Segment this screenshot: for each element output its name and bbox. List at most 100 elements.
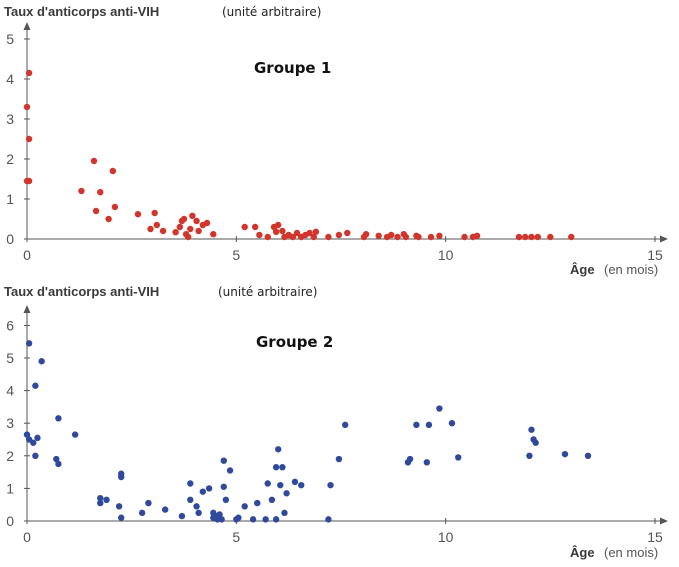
chart-1-data-point (147, 225, 154, 233)
chart-2-y-tick-label: 2 (6, 448, 14, 464)
chart-1-y-tick-label: 5 (6, 31, 14, 47)
chart-2-data-point (195, 509, 202, 517)
chart-1-x-tick-label: 15 (647, 247, 663, 263)
chart-2-x-tick-label: 5 (232, 529, 240, 545)
chart-2-data-point (103, 496, 110, 504)
chart-2-data-point (325, 516, 332, 523)
chart-2-data-point (55, 460, 62, 468)
chart-1-data-point (272, 228, 280, 235)
chart-2-data-point (291, 478, 299, 486)
chart-2-data-point (23, 431, 31, 438)
chart-1-data-point (402, 233, 410, 241)
chart-1-x-axis-arrow (660, 235, 668, 243)
chart-1-data-point (25, 177, 33, 185)
chart-2-y-tick-label: 3 (6, 415, 14, 431)
chart-1-data-point (522, 233, 529, 241)
chart-2-data-point (38, 358, 45, 365)
chart-2-data-point (115, 503, 123, 510)
chart-2-xlabel: Âge (570, 545, 595, 560)
chart-1-y-tick-label: 1 (6, 191, 14, 207)
chart-2-data-point (262, 516, 269, 523)
chart-2-data-point (118, 514, 125, 521)
chart-1-x-tick-label: 5 (232, 247, 240, 263)
chart-2-data-point (199, 488, 207, 495)
chart-2-data-point (187, 480, 194, 487)
chart-1-data-point (153, 221, 160, 229)
chart-2-y-tick-label: 4 (6, 383, 14, 399)
chart-2-data-point (220, 457, 227, 464)
chart-2-data-point (97, 494, 104, 502)
chart-1-data-point (92, 207, 100, 215)
chart-1-data-point (25, 135, 33, 143)
chart-2-data-point (448, 420, 456, 427)
chart-2-y-tick-label: 5 (6, 350, 14, 366)
chart-1-data-point (515, 233, 523, 241)
chart-1-data-point (275, 221, 282, 229)
chart-1-data-point (461, 233, 468, 241)
chart-2-data-point (161, 506, 169, 513)
chart-1-data-point (547, 233, 554, 241)
chart-2-data-point (277, 481, 284, 489)
chart-2-data-point (264, 480, 271, 487)
chart-2-data-point (584, 452, 592, 459)
chart-1-title: Groupe 1 (254, 59, 331, 77)
chart-2-data-point (145, 499, 152, 507)
chart-2-data-point (532, 439, 539, 446)
chart-2-data-point (526, 452, 533, 459)
chart-2-data-point (71, 431, 79, 438)
chart-2-xlabel-unit: (en mois) (604, 545, 658, 560)
chart-2-data-point (187, 496, 194, 504)
chart-1-data-point (528, 233, 535, 241)
chart-1-data-point (241, 223, 248, 231)
chart-1-data-point (344, 229, 351, 237)
chart-1-data-point (325, 233, 332, 241)
chart-2-data-point (561, 450, 569, 458)
chart-1-y-tick-label: 4 (6, 71, 14, 87)
chart-1-y-axis-arrow (23, 22, 31, 30)
chart-1-data-point (151, 209, 158, 217)
chart-2-x-tick-label: 15 (647, 529, 663, 545)
chart-2-data-point (254, 499, 261, 507)
chart-2-data-point (528, 426, 535, 433)
chart-1-x-tick-label: 0 (23, 247, 31, 263)
chart-2-data-point (272, 464, 280, 471)
chart-2-data-point (235, 514, 242, 521)
chart-1-y-tick-label: 0 (6, 231, 14, 247)
chart-1-data-point (306, 229, 313, 237)
chart-1-data-point (193, 217, 200, 225)
chart-2-data-point (406, 455, 414, 463)
chart-1-y-tick-label: 2 (6, 151, 14, 167)
chart-2-data-point (226, 467, 234, 474)
chart-1-data-point (264, 233, 271, 241)
chart-1-data-point (375, 232, 382, 239)
chart-1-data-point (172, 229, 179, 236)
chart-1-data-point (180, 215, 188, 223)
chart-2-data-point (425, 421, 433, 429)
chart-2-ylabel: Taux d'anticorps anti-VIH (4, 284, 159, 299)
chart-1-data-point (534, 233, 541, 241)
chart-2-x-axis-arrow (660, 517, 668, 525)
chart-2-data-point (25, 340, 33, 347)
chart-2-data-point (220, 483, 227, 490)
chart-2-data-point (138, 509, 146, 517)
chart-2-data-point (423, 459, 431, 466)
chart-2-data-point (30, 439, 37, 446)
chart-1-xlabel-unit: (en mois) (604, 262, 658, 277)
chart-1-data-point (293, 229, 301, 237)
chart-1-data-point (279, 227, 286, 235)
chart-2-data-point (436, 405, 443, 412)
chart-1-data-point (335, 231, 343, 239)
chart-2-data-point (298, 481, 305, 489)
chart-1-data-point (256, 231, 263, 239)
chart-2: Taux d'anticorps anti-VIH (unité arbitra… (4, 284, 668, 560)
chart-1-data-point (176, 223, 184, 231)
chart-2-ylabel-unit: (unité arbitraire) (218, 285, 317, 299)
chart-2-y-tick-label: 1 (6, 480, 14, 496)
chart-2-x-tick-label: 0 (23, 529, 31, 545)
chart-1-data-point (105, 215, 112, 223)
chart-2-y-axis-arrow (23, 305, 31, 313)
chart-2-y-tick-label: 0 (6, 513, 14, 529)
chart-1-data-point (362, 231, 370, 238)
chart-1-y-tick-label: 3 (6, 111, 14, 127)
